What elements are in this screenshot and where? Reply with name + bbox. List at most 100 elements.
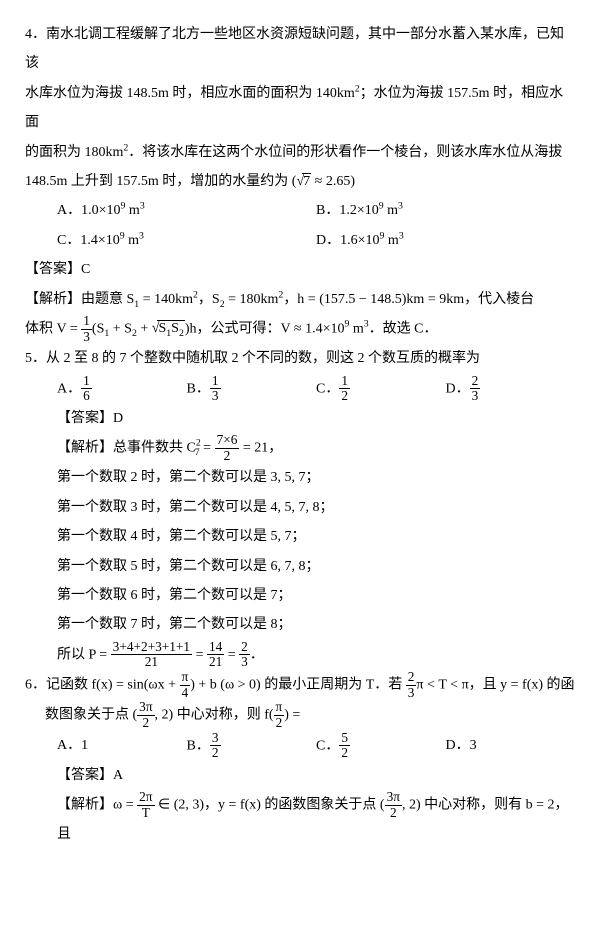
t: 从 2 至 8 的 7 个整数中随机取 2 个不同的数，则这 2 个数互质的概率… [46,351,480,366]
t: = 180km [225,292,279,307]
q5-optB: B．13 [187,374,317,404]
fraction: 23 [406,670,417,700]
t: m [384,233,398,248]
den: 3 [470,389,481,404]
t: ，S [198,292,220,307]
answer-value: C [81,262,90,277]
t: 数图象关于点 ( [45,708,137,723]
q5-l6: 第一个数取 7 时，第二个数可以是 8； [57,610,575,639]
answer-value: D [113,411,123,426]
t: m [384,203,398,218]
den: 21 [207,655,224,670]
q5-optA: A．16 [57,374,187,404]
q5-l4: 第一个数取 5 时，第二个数可以是 6, 7, 8； [57,552,575,581]
t: C．1.4×10 [57,233,120,248]
t: ． [250,647,264,662]
q6-num: 6． [25,677,46,692]
q5-optC: C．12 [316,374,446,404]
den: 3 [406,686,417,701]
t: ．将该水库在这两个水位间的形状看作一个棱台，则该水库水位从海拔 [128,145,562,160]
t: 总事件数共 C [113,441,196,456]
den: 6 [81,389,92,404]
q6-answer: 【答案】A [57,761,575,790]
q6-optA: A．1 [57,731,187,761]
t: ) + b (ω > 0) 的最小正周期为 T．若 [190,677,406,692]
q6-sol: 【解析】ω = 2πT ∈ (2, 3)，y = f(x) 的函数图象关于点 (… [57,790,575,850]
fraction: 16 [81,374,92,404]
den: 2 [339,746,350,761]
num: 1 [210,374,221,390]
fraction: 12 [339,374,350,404]
den: 2 [385,806,402,821]
num: 2 [406,670,417,686]
num: 2 [470,374,481,390]
q6-optC: C．52 [316,731,446,761]
q4-options-row2: C．1.4×109 m3 D．1.6×109 m3 [57,226,575,255]
num: 3π [385,790,402,806]
q4-line2: 水库水位为海拔 148.5m 时，相应水面的面积为 140km2；水位为海拔 1… [25,79,575,138]
num: 3+4+2+3+1+1 [111,640,192,656]
num: 3 [210,731,221,747]
t: 由题意 S [81,292,134,307]
q4-optD: D．1.6×109 m3 [316,226,575,255]
fraction: 23 [470,374,481,404]
num: π [180,670,191,686]
t: = [192,647,207,662]
t: m [349,321,363,336]
fraction: π4 [180,670,191,700]
q4-line3: 的面积为 180km2．将该水库在这两个水位间的形状看作一个棱台，则该水库水位从… [25,138,575,167]
t: ．故选 C． [369,321,438,336]
fraction: π2 [274,700,285,730]
t: = [200,441,215,456]
num: 1 [339,374,350,390]
fraction: 7×62 [215,433,240,463]
t: C． [316,738,339,753]
t: + S [109,321,132,336]
t: 148.5m 上升到 157.5m 时，增加的水量约为 ( [25,174,296,189]
q4-optB: B．1.2×109 m3 [316,196,575,225]
den: 3 [210,389,221,404]
fraction: 2πT [137,790,154,820]
den: 2 [339,389,350,404]
q4-optA: A．1.0×109 m3 [57,196,316,225]
radical-icon: 7 [296,174,311,189]
t: 南水北调工程缓解了北方一些地区水资源短缺问题，其中一部分水蓄入某水库，已知该 [25,27,564,71]
t: ，h = (157.5 − 148.5)km = 9km，代入棱台 [283,292,534,307]
fraction: 3π2 [137,700,154,730]
fraction: 3π2 [385,790,402,820]
t: C． [316,381,339,396]
q5-l3: 第一个数取 4 时，第二个数可以是 5, 7； [57,522,575,551]
den: 2 [210,746,221,761]
num: 2π [137,790,154,806]
sqrt-body: 7 [302,173,311,189]
num: 5 [339,731,350,747]
q6-line2: 数图象关于点 (3π2, 2) 中心对称，则 f(π2) = [45,700,575,730]
num: 1 [81,314,92,330]
q5-num: 5． [25,351,46,366]
t: D．1.6×10 [316,233,380,248]
t: = 140km [139,292,193,307]
fraction: 13 [81,314,92,344]
t: A．1.0×10 [57,203,121,218]
q4-answer: 【答案】C [25,255,575,284]
q5-answer: 【答案】D [57,404,575,433]
t: 所以 P = [57,647,111,662]
t: ) = [284,708,300,723]
q5-l2: 第一个数取 3 时，第二个数可以是 4, 5, 7, 8； [57,493,575,522]
t: B．1.2×10 [316,203,379,218]
q4-line1: 4．南水北调工程缓解了北方一些地区水资源短缺问题，其中一部分水蓄入某水库，已知该 [25,20,575,79]
den: 2 [274,716,285,731]
sup: 3 [399,230,404,241]
den: 21 [111,655,192,670]
den: 2 [137,716,154,731]
sol-label: 【解析】 [57,798,113,813]
t: ω = [113,798,137,813]
sol-label: 【解析】 [25,292,81,307]
fraction: 3+4+2+3+1+121 [111,640,192,670]
t: π < T < π，且 y = f(x) 的函 [416,677,574,692]
fraction: 32 [210,731,221,761]
t: ∈ (2, 3)，y = f(x) 的函数图象关于点 ( [155,798,385,813]
num: 1 [81,374,92,390]
fraction: 52 [339,731,350,761]
num: π [274,700,285,716]
